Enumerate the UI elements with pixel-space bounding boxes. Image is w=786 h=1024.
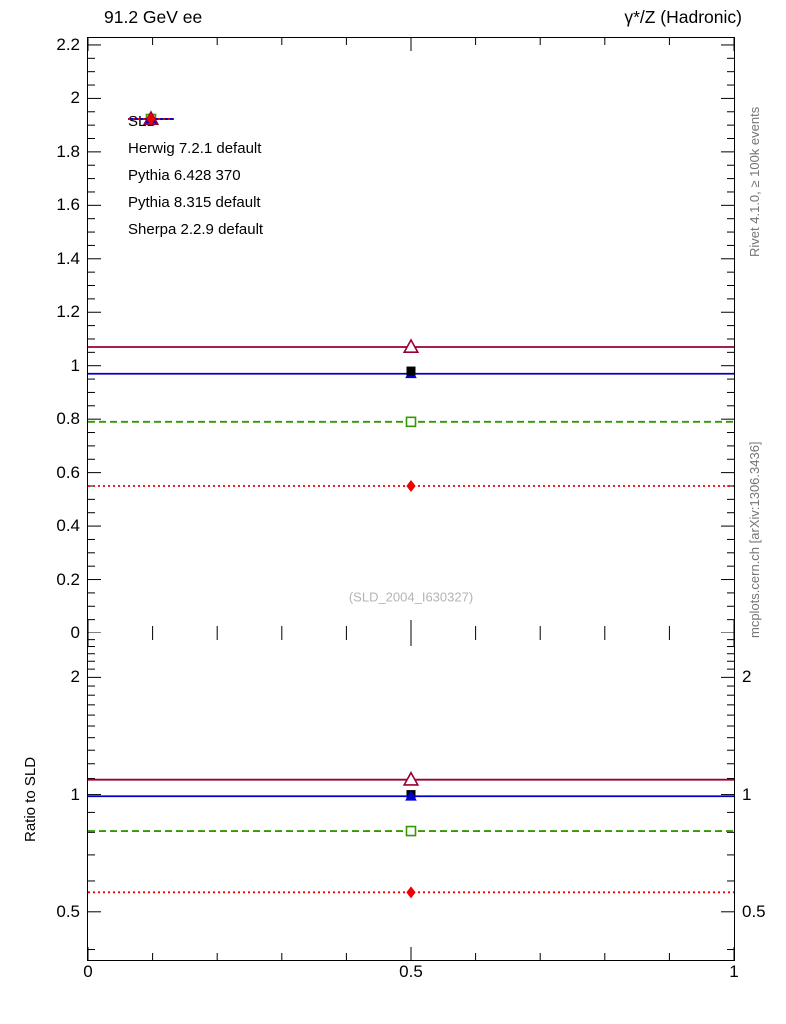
x-tick-label: 0 (83, 962, 93, 981)
legend-item: Pythia 6.428 370 (128, 110, 263, 189)
legend-label: Pythia 6.428 370 (128, 167, 241, 184)
legend: SLD Herwig 7.2.1 default Pythia 6.428 370 P… (128, 108, 263, 243)
main-y-tick-label: 0.4 (56, 516, 80, 536)
ratio-y-tick-label-right: 2 (742, 667, 752, 687)
legend-item: Pythia 8.315 default (128, 113, 263, 216)
main-y-tick-label: 0.6 (56, 462, 80, 482)
ratio-y-tick-label-right: 0.5 (742, 901, 766, 921)
main-y-tick-label: 1 (70, 355, 80, 375)
legend-label: Herwig 7.2.1 default (128, 140, 262, 157)
main-y-tick-label: 0 (70, 623, 80, 642)
main-y-tick-label: 1.8 (56, 141, 80, 161)
main-y-tick-label: 1.2 (56, 302, 80, 322)
rivet-version-note: Rivet 4.1.0, ≥ 100k events (747, 106, 762, 257)
main-y-tick-label: 2.2 (56, 34, 80, 54)
main-y-tick-label: 1.4 (56, 248, 80, 268)
ratio-plot-canvas (88, 633, 734, 960)
ratio-y-tick-label-right: 1 (742, 784, 752, 804)
filled-diamond-icon (128, 113, 174, 125)
legend-item: Sherpa 2.2.9 default (128, 113, 264, 243)
plot-title-right: γ*/Z (Hadronic) (624, 7, 742, 27)
main-y-tick-label: 1.6 (56, 195, 80, 215)
ratio-y-tick-label: 0.5 (56, 901, 80, 921)
ratio-y-tick-label: 2 (70, 667, 80, 687)
mcplots-reference-note: mcplots.cern.ch [arXiv:1306.3436] (747, 441, 762, 638)
legend-label: Sherpa 2.2.9 default (128, 221, 264, 238)
ratio-plot-panel (87, 633, 735, 961)
main-plot-canvas (88, 38, 734, 633)
main-y-tick-label: 0.2 (56, 569, 80, 589)
legend-label: Pythia 8.315 default (128, 194, 261, 211)
ratio-y-tick-label: 1 (70, 784, 80, 804)
main-y-tick-label: 0.8 (56, 409, 80, 429)
plot-title-left: 91.2 GeV ee (104, 7, 203, 27)
main-plot-panel: SLD Herwig 7.2.1 default Pythia 6.428 370 P… (87, 37, 735, 634)
x-tick-label: 0.5 (399, 962, 423, 981)
x-tick-label: 1 (729, 962, 739, 981)
legend-item: Herwig 7.2.1 default (128, 113, 263, 162)
main-y-tick-label: 2 (70, 88, 80, 108)
analysis-id-watermark: (SLD_2004_I630327) (348, 589, 474, 605)
